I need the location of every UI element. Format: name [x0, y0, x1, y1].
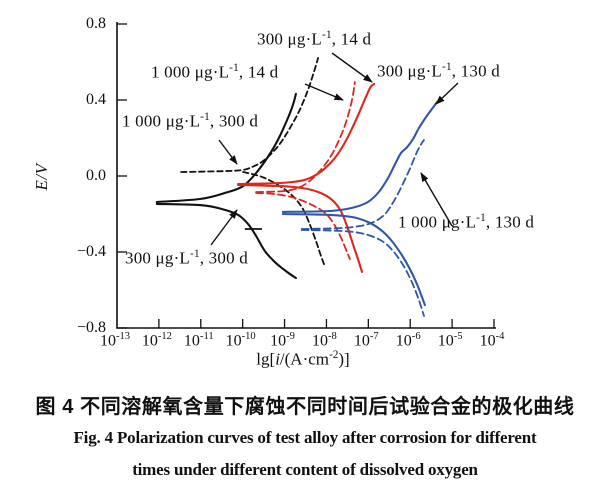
x-axis-label: lg[i/(A·cm-2)]	[256, 349, 350, 369]
annotation-arrow-2	[218, 139, 238, 165]
caption-english-line1: Fig. 4 Polarization curves of test alloy…	[73, 428, 537, 447]
x-tick-label: 10-6	[395, 331, 421, 350]
polarization-chart-canvas	[116, 22, 496, 329]
annotation-arrow-1	[304, 83, 344, 101]
curve-4-anodic	[281, 101, 439, 213]
annotation-label-3: 300 μg·L-1, 130 d	[377, 61, 500, 81]
y-tick-label: 0.4	[86, 91, 106, 108]
annotation-arrow-5	[210, 209, 238, 246]
x-tick-label: 10-9	[270, 331, 295, 350]
annotation-label-5: 300 μg·L-1, 300 d	[125, 248, 248, 268]
annotation-label-2: 1 000 μg·L-1, 300 d	[122, 111, 259, 131]
curve-3-cathodic	[255, 192, 351, 260]
annotation-arrow-3	[435, 82, 459, 105]
annotation-arrow-4	[420, 172, 453, 227]
curve-1-anodic	[180, 57, 319, 173]
curve-1-cathodic	[242, 171, 326, 267]
y-tick-label: −0.8	[76, 319, 106, 336]
y-tick-label: −0.4	[76, 243, 106, 260]
curve-0-anodic	[155, 92, 297, 204]
axes	[116, 22, 496, 329]
curve-3-anodic	[255, 81, 356, 193]
annotation-label-0: 300 μg·L-1, 14 d	[257, 29, 372, 49]
x-tick-label: 10-11	[183, 331, 214, 350]
annotation-arrows	[210, 52, 459, 246]
x-tick-label: 10-7	[353, 331, 379, 350]
annotation-label-4: 1 000 μg·L-1, 130 d	[398, 212, 535, 232]
curve-5-cathodic	[300, 229, 425, 317]
x-tick-label: 10-13	[99, 331, 131, 350]
x-tick-label: 10-12	[141, 331, 172, 350]
annotation-arrow-0	[331, 52, 373, 83]
x-tick-label: 10-10	[225, 331, 256, 350]
x-tick-label: 10-8	[312, 331, 337, 350]
caption-chinese: 图 4 不同溶解氧含量下腐蚀不同时间后试验合金的极化曲线	[35, 396, 575, 418]
curve-4-cathodic	[281, 212, 426, 307]
x-tick-label: 10-5	[437, 331, 463, 350]
curve-5-anodic	[300, 139, 425, 230]
annotation-label-1: 1 000 μg·L-1, 14 d	[151, 62, 279, 82]
curves	[155, 57, 439, 317]
y-tick-label: 0.8	[86, 15, 106, 32]
caption-english-line2: times under different content of dissolv…	[132, 460, 478, 479]
y-tick-label: 0.0	[86, 167, 106, 184]
curve-2-anodic	[237, 82, 376, 186]
curve-2-cathodic	[237, 183, 364, 273]
x-tick-label: 10-4	[479, 331, 505, 350]
